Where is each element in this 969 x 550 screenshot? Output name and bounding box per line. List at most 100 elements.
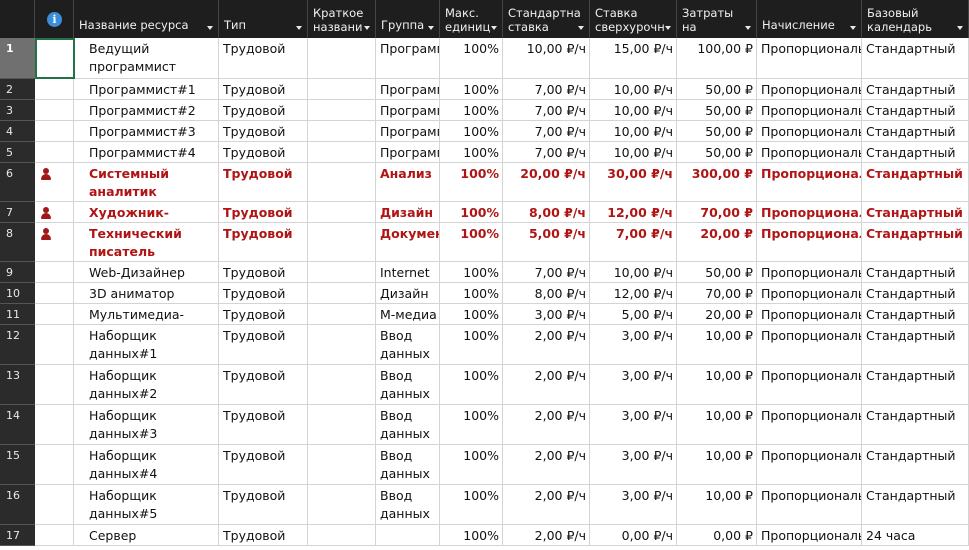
cell-ind[interactable] <box>35 121 74 142</box>
cell-ovt[interactable]: 5,00 ₽/ч <box>590 304 677 325</box>
cell-ind[interactable] <box>35 163 74 202</box>
cell-ind[interactable] <box>35 100 74 121</box>
cell-cost[interactable]: 10,00 ₽ <box>677 365 757 405</box>
cell-ovt[interactable]: 7,00 ₽/ч <box>590 223 677 262</box>
cell-ovt[interactable]: 10,00 ₽/ч <box>590 79 677 100</box>
cell-type[interactable]: Трудовой <box>219 405 308 445</box>
cell-std[interactable]: 2,00 ₽/ч <box>503 525 590 546</box>
cell-ind[interactable] <box>35 325 74 365</box>
cell-name[interactable]: Ведущий программист <box>74 38 219 79</box>
cell-short[interactable] <box>308 38 376 79</box>
cell-std[interactable]: 7,00 ₽/ч <box>503 142 590 163</box>
cell-group[interactable]: Программисты <box>376 142 440 163</box>
cell-accrue[interactable]: Пропорциональное <box>757 283 862 304</box>
cell-short[interactable] <box>308 325 376 365</box>
select-all-corner[interactable] <box>0 0 35 38</box>
cell-accrue[interactable]: Пропорциональное <box>757 38 862 79</box>
row-number[interactable]: 10 <box>0 283 35 304</box>
cell-ind[interactable] <box>35 283 74 304</box>
cell-group[interactable]: Ввод данных <box>376 365 440 405</box>
cell-group[interactable]: Анализ <box>376 163 440 202</box>
cell-short[interactable] <box>308 223 376 262</box>
person-icon[interactable] <box>40 207 52 219</box>
cell-short[interactable] <box>308 100 376 121</box>
row-number[interactable]: 4 <box>0 121 35 142</box>
row-number[interactable]: 2 <box>0 79 35 100</box>
row-number[interactable]: 16 <box>0 485 35 525</box>
cell-cal[interactable]: Стандартный <box>862 202 969 223</box>
cell-accrue[interactable]: Пропорциональное <box>757 79 862 100</box>
cell-cost[interactable]: 50,00 ₽ <box>677 121 757 142</box>
cell-ind[interactable] <box>35 79 74 100</box>
cell-accrue[interactable]: Пропорциональное <box>757 445 862 485</box>
row-number[interactable]: 9 <box>0 262 35 283</box>
cell-name[interactable]: 3D аниматор <box>74 283 219 304</box>
cell-name[interactable]: Наборщик данных#2 <box>74 365 219 405</box>
cell-max[interactable]: 100% <box>440 38 503 79</box>
cell-type[interactable]: Трудовой <box>219 485 308 525</box>
cell-cost[interactable]: 20,00 ₽ <box>677 304 757 325</box>
column-header-name[interactable]: Название ресурса <box>74 0 219 38</box>
cell-cost[interactable]: 70,00 ₽ <box>677 202 757 223</box>
cell-type[interactable]: Трудовой <box>219 223 308 262</box>
cell-type[interactable]: Трудовой <box>219 163 308 202</box>
cell-group[interactable]: Дизайн <box>376 283 440 304</box>
cell-cal[interactable]: Стандартный <box>862 121 969 142</box>
cell-cost[interactable]: 50,00 ₽ <box>677 262 757 283</box>
filter-arrow-icon[interactable] <box>491 26 497 30</box>
cell-type[interactable]: Трудовой <box>219 142 308 163</box>
cell-accrue[interactable]: Пропорциональное <box>757 100 862 121</box>
cell-cal[interactable]: Стандартный <box>862 100 969 121</box>
cell-std[interactable]: 2,00 ₽/ч <box>503 365 590 405</box>
cell-std[interactable]: 7,00 ₽/ч <box>503 121 590 142</box>
cell-type[interactable]: Трудовой <box>219 121 308 142</box>
cell-max[interactable]: 100% <box>440 121 503 142</box>
cell-cost[interactable]: 10,00 ₽ <box>677 325 757 365</box>
cell-cal[interactable]: Стандартный <box>862 325 969 365</box>
cell-group[interactable]: Ввод данных <box>376 485 440 525</box>
cell-cal[interactable]: Стандартный <box>862 142 969 163</box>
cell-type[interactable]: Трудовой <box>219 38 308 79</box>
cell-ind[interactable] <box>35 405 74 445</box>
cell-cost[interactable]: 70,00 ₽ <box>677 283 757 304</box>
cell-name[interactable]: Наборщик данных#1 <box>74 325 219 365</box>
cell-type[interactable]: Трудовой <box>219 262 308 283</box>
cell-accrue[interactable]: Пропорциональное <box>757 142 862 163</box>
cell-ovt[interactable]: 3,00 ₽/ч <box>590 445 677 485</box>
cell-std[interactable]: 2,00 ₽/ч <box>503 405 590 445</box>
cell-cal[interactable]: Стандартный <box>862 79 969 100</box>
column-header-type[interactable]: Тип <box>219 0 308 38</box>
cell-ovt[interactable]: 3,00 ₽/ч <box>590 365 677 405</box>
cell-ind[interactable] <box>35 365 74 405</box>
cell-max[interactable]: 100% <box>440 262 503 283</box>
cell-std[interactable]: 7,00 ₽/ч <box>503 100 590 121</box>
table-row[interactable]: 15 Наборщик данных#4 Трудовой Ввод данных 10… <box>0 445 969 485</box>
row-number[interactable]: 5 <box>0 142 35 163</box>
cell-ovt[interactable]: 12,00 ₽/ч <box>590 202 677 223</box>
cell-type[interactable]: Трудовой <box>219 304 308 325</box>
cell-type[interactable]: Трудовой <box>219 202 308 223</box>
cell-ovt[interactable]: 10,00 ₽/ч <box>590 100 677 121</box>
cell-cal[interactable]: Стандартный <box>862 283 969 304</box>
cell-group[interactable]: Ввод данных <box>376 445 440 485</box>
cell-cal[interactable]: 24 часа <box>862 525 969 546</box>
filter-arrow-icon[interactable] <box>850 26 856 30</box>
cell-short[interactable] <box>308 525 376 546</box>
table-row[interactable]: 9 Web-Дизайнер Трудовой Internet 100% 7,00 ₽/… <box>0 262 969 283</box>
cell-accrue[interactable]: Пропорциональное <box>757 262 862 283</box>
table-row[interactable]: 10 3D аниматор Трудовой Дизайн 100% 8,00 ₽/ч 1… <box>0 283 969 304</box>
cell-short[interactable] <box>308 445 376 485</box>
cell-accrue[interactable]: Пропорциональное <box>757 485 862 525</box>
cell-name[interactable]: Наборщик данных#5 <box>74 485 219 525</box>
cell-short[interactable] <box>308 405 376 445</box>
cell-cal[interactable]: Стандартный <box>862 365 969 405</box>
cell-name[interactable]: Мультимедиа-корректор <box>74 304 219 325</box>
cell-cost[interactable]: 10,00 ₽ <box>677 445 757 485</box>
cell-cost[interactable]: 10,00 ₽ <box>677 405 757 445</box>
cell-short[interactable] <box>308 304 376 325</box>
cell-max[interactable]: 100% <box>440 405 503 445</box>
table-row[interactable]: 11 Мультимедиа-корректорТрудовой М-медиа10… <box>0 304 969 325</box>
cell-group[interactable]: Ввод данных <box>376 405 440 445</box>
